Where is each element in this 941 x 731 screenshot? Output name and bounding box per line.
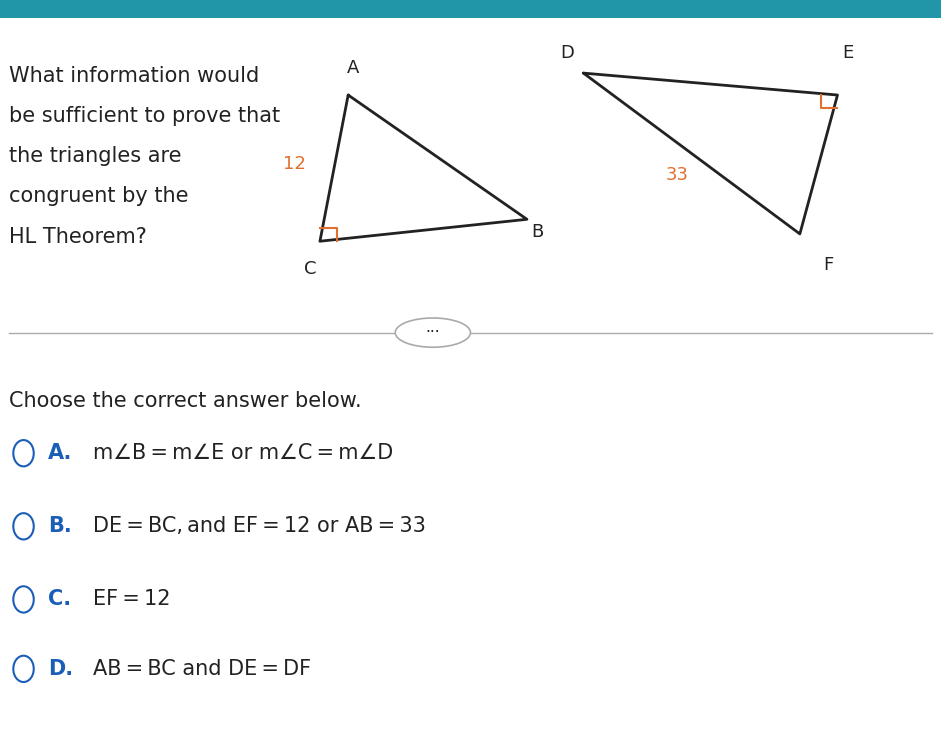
Text: congruent by the: congruent by the [9,186,189,206]
Text: B.: B. [48,516,72,537]
Text: ···: ··· [425,325,440,340]
Ellipse shape [395,318,470,347]
Text: A: A [346,58,359,77]
Text: 12: 12 [283,156,306,173]
Ellipse shape [13,656,34,682]
Text: DE = BC, and EF = 12 or AB = 33: DE = BC, and EF = 12 or AB = 33 [93,516,426,537]
Text: C.: C. [48,589,71,610]
Text: What information would: What information would [9,66,260,86]
Text: be sufficient to prove that: be sufficient to prove that [9,106,280,126]
Ellipse shape [13,440,34,466]
Text: D: D [560,44,574,62]
Ellipse shape [13,513,34,539]
Text: E: E [842,44,853,62]
Text: F: F [823,256,834,274]
Text: B: B [532,223,544,241]
Text: m∠B = m∠E or m∠C = m∠D: m∠B = m∠E or m∠C = m∠D [93,443,393,463]
Text: Choose the correct answer below.: Choose the correct answer below. [9,391,362,411]
Text: the triangles are: the triangles are [9,146,182,166]
FancyBboxPatch shape [0,0,941,18]
Text: C: C [304,260,317,278]
Text: D.: D. [48,659,73,679]
Text: EF = 12: EF = 12 [93,589,170,610]
Text: A.: A. [48,443,72,463]
Text: 33: 33 [666,167,689,184]
Ellipse shape [13,586,34,613]
Text: HL Theorem?: HL Theorem? [9,227,148,246]
Text: AB = BC and DE = DF: AB = BC and DE = DF [93,659,311,679]
